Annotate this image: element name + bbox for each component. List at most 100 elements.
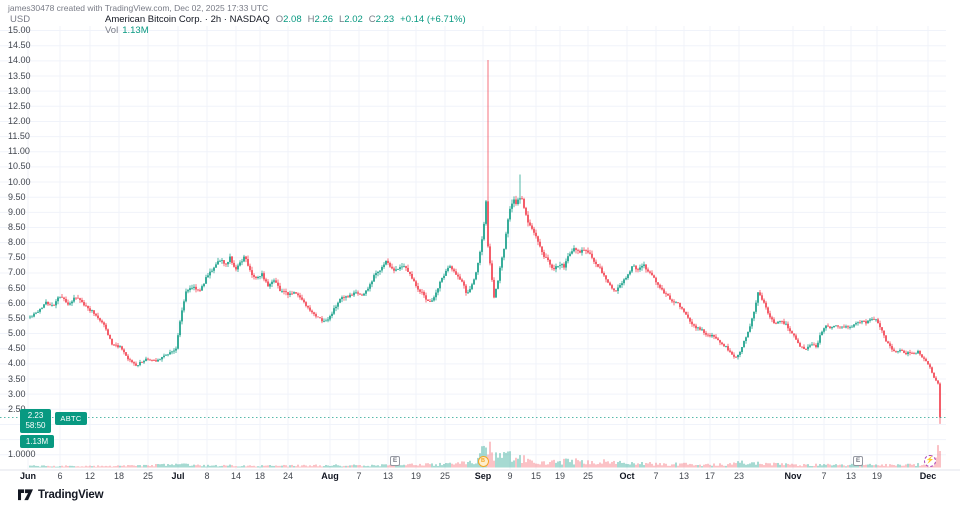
volume-bar: [71, 465, 73, 468]
tradingview-logo[interactable]: TradingView: [18, 489, 104, 501]
volume-bar: [729, 463, 731, 468]
close-label: C: [368, 14, 376, 25]
candle-body: [87, 305, 89, 309]
candle-body: [471, 284, 473, 290]
volume-bar: [775, 463, 777, 468]
candle-body: [585, 250, 587, 251]
candle-body: [891, 346, 893, 350]
candle-body: [219, 260, 221, 262]
candle-body: [825, 325, 827, 329]
volume-bar: [829, 464, 831, 468]
volume-bar: [787, 463, 789, 468]
candle-body: [935, 377, 937, 381]
candle-body: [67, 302, 69, 305]
volume-bar: [411, 463, 413, 468]
price-tick-label: 14.50: [8, 40, 31, 51]
time-tick-label: 6: [57, 471, 63, 481]
volume-bar: [647, 463, 649, 468]
time-scale[interactable]: Jun 6 12 18 25 Jul 8 14 18 24 Aug 7 13 19 25 Sep 9 15 19 25…: [0, 471, 960, 483]
volume-bar: [131, 465, 133, 468]
volume-bar: [779, 464, 781, 468]
candle-body: [143, 360, 145, 363]
volume-bar: [701, 466, 703, 468]
candle-body: [155, 360, 157, 362]
candle-body: [183, 301, 185, 311]
volume-bar: [343, 465, 345, 468]
candle-body: [259, 276, 261, 278]
volume-bar: [147, 465, 149, 468]
candle-body: [311, 310, 313, 313]
volume-bar: [113, 466, 115, 468]
volume-bar: [125, 466, 127, 468]
volume-bar: [503, 452, 505, 468]
volume-bar: [513, 460, 515, 468]
time-tick-label: Dec: [919, 471, 937, 481]
volume-bar: [215, 464, 217, 468]
candle-body: [643, 264, 645, 266]
volume-bar: [35, 465, 37, 468]
candle-body: [351, 294, 353, 296]
volume-bar: [661, 465, 663, 468]
volume-bar: [151, 465, 153, 468]
candle-body: [661, 287, 663, 290]
candle-body: [35, 312, 37, 314]
volume-bar: [279, 465, 281, 468]
candle-body: [929, 364, 931, 368]
coin-event-marker-icon[interactable]: B: [477, 455, 489, 467]
volume-bar: [845, 466, 847, 468]
volume-bar: [649, 462, 651, 468]
price-tick-label: 12.50: [8, 100, 31, 111]
volume-bar: [229, 464, 231, 468]
volume-bar: [53, 465, 55, 468]
volume-bar: [641, 462, 643, 468]
volume-bar: [275, 465, 277, 468]
volume-bar: [77, 466, 79, 468]
candle-body: [875, 319, 877, 321]
volume-bar: [611, 461, 613, 468]
candle-body: [545, 256, 547, 258]
candle-body: [239, 262, 241, 266]
volume-bar: [755, 464, 757, 468]
volume-bar: [821, 465, 823, 468]
candle-body: [843, 326, 845, 328]
volume-bar: [805, 464, 807, 468]
tradingview-logo-icon: [18, 489, 33, 501]
candle-body: [57, 297, 59, 302]
time-tick-label: 14: [230, 471, 242, 481]
volume-bar: [625, 463, 627, 468]
candle-body: [45, 301, 47, 305]
candle-body: [819, 335, 821, 343]
candle-body: [411, 273, 413, 279]
symbol-title: American Bitcoin Corp. · 2h · NASDAQ: [105, 14, 270, 25]
volume-bar: [643, 465, 645, 468]
volume-bar: [427, 463, 429, 468]
candle-body: [249, 265, 251, 271]
volume-bar: [79, 466, 81, 468]
time-tick-label: 12: [84, 471, 96, 481]
candle-body: [785, 323, 787, 325]
volume-bar: [169, 464, 171, 468]
candle-body: [801, 346, 803, 348]
volume-bar: [89, 465, 91, 468]
candle-body: [187, 290, 189, 292]
candle-body: [615, 290, 617, 292]
candle-body: [705, 332, 707, 335]
candle-body: [535, 232, 537, 237]
candle-body: [687, 314, 689, 318]
candle-body: [911, 352, 913, 354]
volume-bar: [861, 464, 863, 468]
volume-badge: 1.13M: [20, 435, 54, 448]
candle-body: [91, 310, 93, 312]
candle-body: [507, 219, 509, 234]
candle-body: [327, 319, 329, 321]
candle-body: [737, 354, 739, 358]
candle-body: [653, 275, 655, 278]
earnings-marker-icon[interactable]: E: [853, 456, 863, 466]
candle-body: [453, 269, 455, 272]
time-tick-label: 13: [382, 471, 394, 481]
upcoming-earnings-marker-icon[interactable]: ⚡: [924, 455, 936, 467]
price-tick-label: 13.00: [8, 85, 31, 96]
candle-body: [173, 350, 175, 352]
earnings-marker-icon[interactable]: E: [390, 456, 400, 466]
